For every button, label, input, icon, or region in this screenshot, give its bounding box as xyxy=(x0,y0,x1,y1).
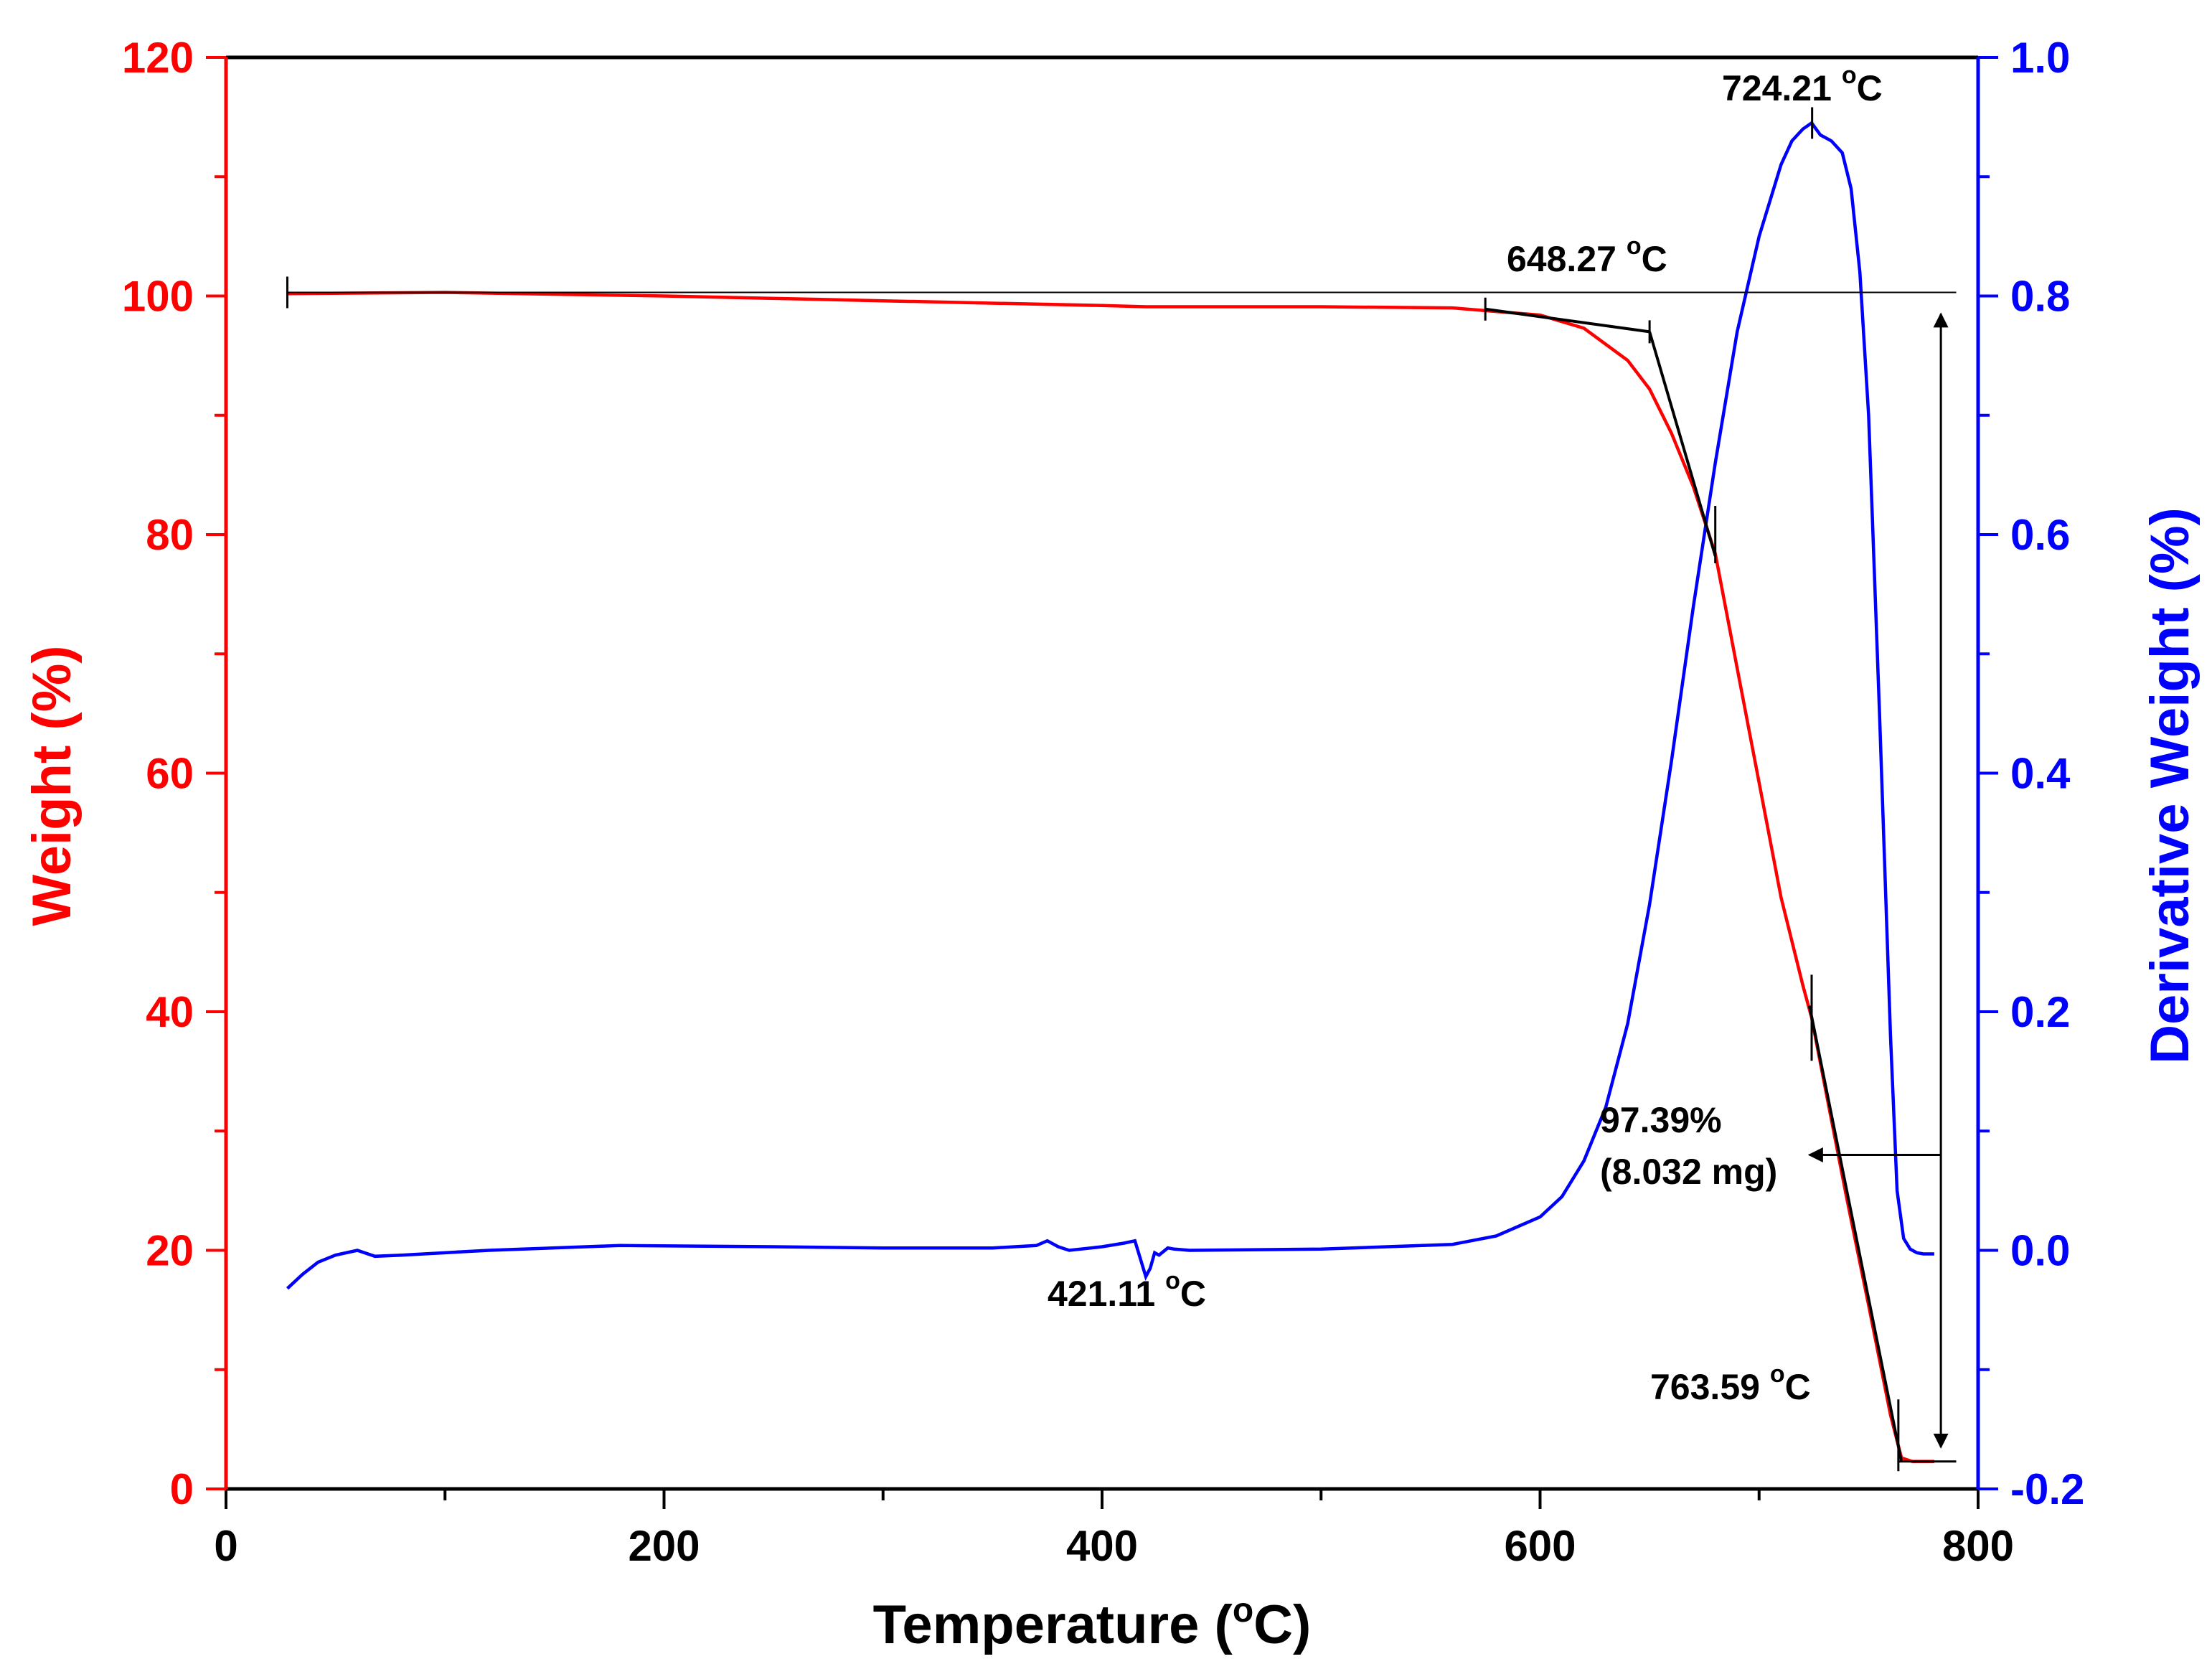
steep-tangent-line xyxy=(1807,1005,1903,1462)
x-axis-title: Temperature (oC) xyxy=(873,1592,1312,1655)
annotation-endset-temperature: 763.59 oC xyxy=(1650,1360,1811,1407)
annotation-weight-loss-mass: (8.032 mg) xyxy=(1600,1152,1777,1192)
x-tick-label: 0 xyxy=(214,1522,237,1570)
right-y-tick-label: 0.4 xyxy=(2010,750,2071,798)
left-y-tick-label: 40 xyxy=(146,988,194,1036)
annotation-onset-temperature: 648.27 oC xyxy=(1507,232,1667,279)
left-y-tick-label: 0 xyxy=(170,1465,194,1513)
left-y-tick-label: 20 xyxy=(146,1227,194,1275)
left-y-tick-label: 120 xyxy=(122,34,194,82)
right-y-axis-ticks: -0.2 0.0 0.2 0.4 0.6 0.8 1.0 xyxy=(1978,34,2084,1513)
right-y-tick-label: 0.6 xyxy=(2010,511,2070,559)
derivative-series-line xyxy=(286,121,1934,1290)
annotation-dip-temperature: 421.11 oC xyxy=(1048,1267,1206,1314)
axes: 0 200 400 600 800 0 20 40 60 80 100 120 -0.2 0.0 0.2… xyxy=(122,34,2085,1570)
onset-tangent-line-1 xyxy=(1484,307,1650,334)
x-tick-label: 200 xyxy=(628,1522,700,1570)
annotation-tick-marks xyxy=(286,107,1900,1472)
left-y-axis-ticks: 0 20 40 60 80 100 120 xyxy=(122,34,226,1513)
annotation-lines xyxy=(286,107,1957,1472)
onset-tangent-line-2 xyxy=(1648,331,1717,557)
left-y-tick-label: 60 xyxy=(146,750,194,798)
right-y-tick-label: -0.2 xyxy=(2010,1465,2084,1513)
x-axis-ticks: 0 200 400 600 800 xyxy=(214,1489,2014,1570)
x-tick-label: 800 xyxy=(1942,1522,2014,1570)
left-y-axis-title: Weight (%) xyxy=(22,645,83,926)
right-y-tick-label: 0.2 xyxy=(2010,988,2070,1036)
right-y-tick-label: 1.0 xyxy=(2010,34,2070,82)
left-y-tick-label: 80 xyxy=(146,511,194,559)
right-y-tick-label: 0.8 xyxy=(2010,273,2070,321)
x-tick-label: 400 xyxy=(1066,1522,1138,1570)
annotation-peak-temperature: 724.21 oC xyxy=(1722,62,1883,108)
annotation-weight-loss-percent: 97.39% xyxy=(1600,1100,1722,1140)
x-tick-label: 600 xyxy=(1504,1522,1576,1570)
right-y-tick-label: 0.0 xyxy=(2010,1227,2070,1275)
left-y-tick-label: 100 xyxy=(122,273,194,321)
right-y-axis-title: Derivative Weight (%) xyxy=(2140,507,2201,1064)
data-series xyxy=(286,121,1934,1464)
